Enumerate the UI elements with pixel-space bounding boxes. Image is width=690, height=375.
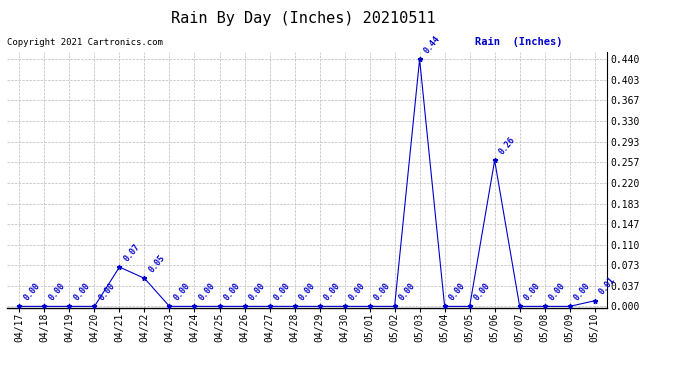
Text: Rain By Day (Inches) 20210511: Rain By Day (Inches) 20210511	[171, 11, 436, 26]
Text: 0.00: 0.00	[473, 281, 492, 302]
Text: 0.00: 0.00	[373, 281, 392, 302]
Text: 0.00: 0.00	[573, 281, 592, 302]
Text: 0.05: 0.05	[147, 253, 167, 274]
Text: 0.26: 0.26	[497, 135, 518, 156]
Text: 0.00: 0.00	[347, 281, 367, 302]
Text: Rain  (Inches): Rain (Inches)	[475, 38, 562, 47]
Text: Copyright 2021 Cartronics.com: Copyright 2021 Cartronics.com	[7, 38, 163, 47]
Text: 0.00: 0.00	[172, 281, 192, 302]
Text: 0.07: 0.07	[122, 242, 142, 263]
Text: 0.00: 0.00	[72, 281, 92, 302]
Text: 0.00: 0.00	[22, 281, 42, 302]
Text: 0.00: 0.00	[297, 281, 317, 302]
Text: 0.00: 0.00	[397, 281, 417, 302]
Text: 0.00: 0.00	[447, 281, 467, 302]
Text: 0.00: 0.00	[222, 281, 242, 302]
Text: 0.00: 0.00	[47, 281, 67, 302]
Text: 0.00: 0.00	[322, 281, 342, 302]
Text: 0.00: 0.00	[247, 281, 267, 302]
Text: 0.01: 0.01	[598, 276, 618, 297]
Text: 0.00: 0.00	[547, 281, 567, 302]
Text: 0.00: 0.00	[97, 281, 117, 302]
Text: 0.00: 0.00	[197, 281, 217, 302]
Text: 0.00: 0.00	[273, 281, 292, 302]
Text: 0.00: 0.00	[522, 281, 542, 302]
Text: 0.44: 0.44	[422, 34, 442, 55]
